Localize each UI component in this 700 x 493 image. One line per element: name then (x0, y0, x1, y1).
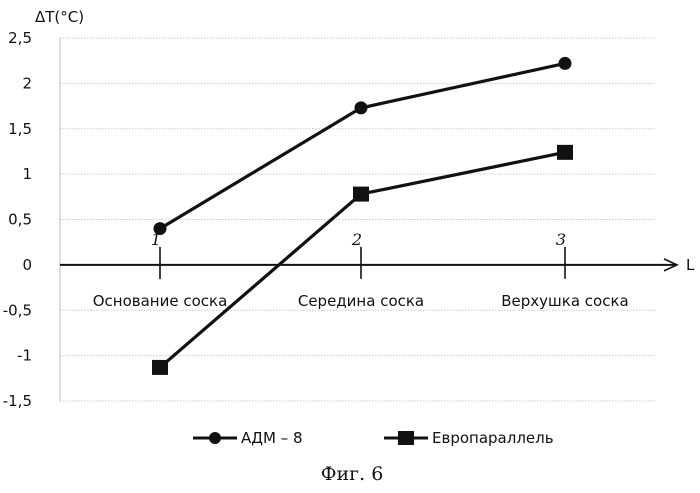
legend-label: АДМ – 8 (241, 429, 303, 447)
y-tick-label: -0,5 (3, 301, 32, 319)
x-category-label: Основание соска (93, 292, 228, 310)
x-axis-arrow (663, 258, 679, 272)
legend-label: Европараллель (432, 429, 554, 447)
series (152, 56, 573, 375)
x-point-numbers: 1 2 3 (151, 230, 566, 249)
y-tick-label: 1,5 (8, 120, 32, 138)
y-tick-label: 1 (22, 165, 32, 183)
y-tick-label: 0 (22, 256, 32, 274)
x-point-number: 1 (151, 230, 161, 249)
gridlines (60, 37, 655, 402)
x-category-labels: Основание соска Середина соска Верхушка со… (93, 292, 629, 310)
series-line (158, 150, 566, 369)
data-point (353, 186, 369, 202)
x-category-label: Верхушка соска (501, 292, 628, 310)
data-point (153, 222, 167, 236)
legend-item-2: Европараллель (384, 429, 554, 447)
legend: АДМ – 8 Европараллель (193, 429, 554, 447)
legend-item-1: АДМ – 8 (193, 429, 303, 447)
y-tick-label: 2 (22, 74, 32, 92)
y-tick-label: 0,5 (8, 211, 32, 229)
y-axis-label: ΔT(°C) (35, 8, 84, 26)
x-point-number: 3 (556, 230, 566, 249)
legend-marker (209, 432, 221, 444)
series-line (159, 61, 566, 230)
axes (59, 38, 679, 401)
x-axis-label: L (686, 256, 695, 274)
y-tick-labels: 2,5 2 1,5 1 0,5 0 -0,5 -1 -1,5 (3, 29, 32, 410)
x-point-number: 2 (351, 230, 362, 249)
y-tick-label: 2,5 (8, 29, 32, 47)
legend-marker (398, 431, 414, 445)
figure-caption: Фиг. 6 (321, 463, 384, 485)
data-point (558, 56, 572, 70)
data-point (354, 101, 368, 115)
x-category-label: Середина соска (298, 292, 424, 310)
y-tick-label: -1 (17, 347, 32, 365)
series-2 (152, 144, 573, 375)
data-point (557, 144, 573, 160)
y-tick-label: -1,5 (3, 392, 32, 410)
series-1 (153, 56, 572, 236)
data-point (152, 359, 168, 375)
